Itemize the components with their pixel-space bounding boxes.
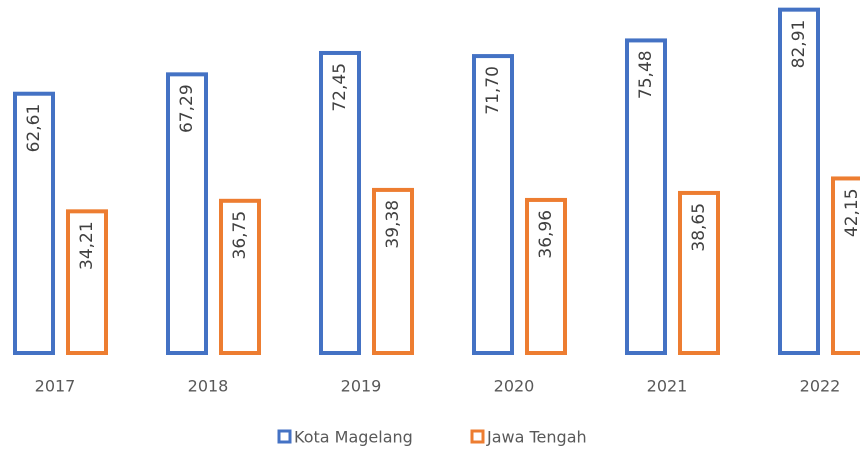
- data-label: 42,15: [842, 188, 860, 237]
- x-tick-label: 2017: [35, 377, 76, 396]
- legend-swatch: [470, 429, 485, 444]
- bar: [319, 50, 361, 355]
- bar: [778, 7, 820, 355]
- bar: [472, 54, 514, 356]
- data-label: 82,91: [789, 20, 809, 69]
- data-label: 38,65: [689, 203, 709, 252]
- bar: [625, 38, 667, 355]
- bar: [66, 209, 108, 355]
- data-label: 39,38: [383, 200, 403, 249]
- data-label: 72,45: [330, 63, 350, 112]
- bar: [13, 91, 55, 355]
- data-label: 36,75: [230, 211, 250, 260]
- data-label: 71,70: [483, 66, 503, 115]
- data-label: 62,61: [24, 104, 44, 153]
- data-label: 67,29: [177, 84, 197, 133]
- bar: [372, 187, 414, 355]
- bar: [166, 72, 208, 355]
- data-label: 75,48: [636, 50, 656, 99]
- legend-swatch: [277, 429, 292, 444]
- data-label: 36,96: [536, 210, 556, 259]
- bar: [219, 198, 261, 355]
- x-tick-label: 2020: [494, 377, 535, 396]
- x-tick-label: 2019: [341, 377, 382, 396]
- x-tick-label: 2022: [800, 377, 841, 396]
- x-tick-label: 2018: [188, 377, 229, 396]
- legend-label: Jawa Tengah: [486, 428, 587, 447]
- x-tick-label: 2021: [647, 377, 688, 396]
- bar: [831, 176, 860, 355]
- bar: [678, 190, 720, 355]
- legend-label: Kota Magelang: [294, 428, 413, 447]
- bar: [525, 197, 567, 355]
- data-label: 34,21: [77, 221, 97, 270]
